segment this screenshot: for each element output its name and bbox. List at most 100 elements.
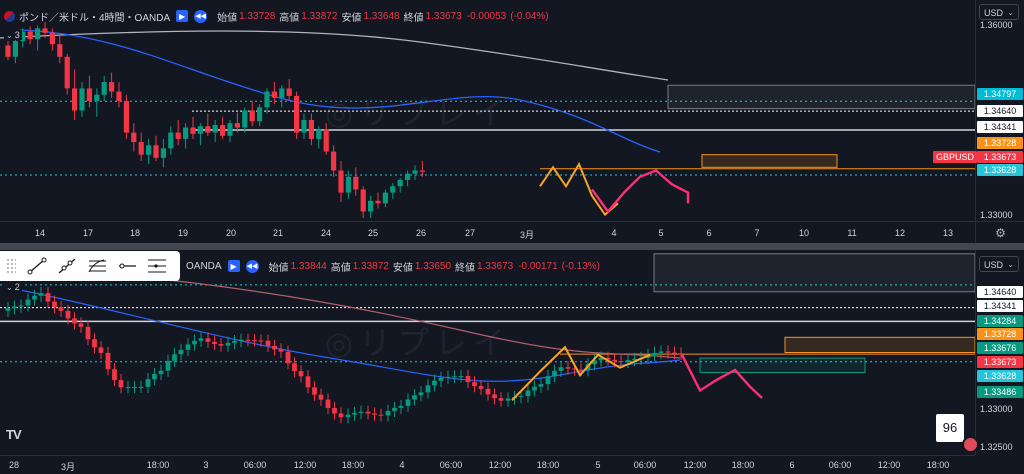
candle-body bbox=[397, 179, 403, 187]
candle-body bbox=[338, 170, 344, 193]
price-tag: 1.33673 bbox=[977, 151, 1023, 163]
candle-body bbox=[175, 132, 181, 139]
time-axis-2[interactable]: 28 3月 18:00 3 06:00 12:00 18:00 4 06:00 12:00 18:0… bbox=[0, 455, 975, 474]
time-tick: 26 bbox=[415, 228, 427, 238]
candle-body bbox=[145, 379, 151, 387]
candle-body bbox=[472, 382, 477, 387]
indicator-count: 3 bbox=[14, 30, 20, 40]
replay-rewind-icon[interactable]: ◀◀ bbox=[245, 259, 259, 273]
candle-body bbox=[158, 370, 164, 375]
candle-body bbox=[38, 293, 44, 296]
candle-body bbox=[385, 410, 391, 416]
symbol-tag: GBPUSD bbox=[933, 151, 978, 163]
time-tick: 18:00 bbox=[731, 460, 755, 470]
time-tick: 5 bbox=[595, 460, 601, 470]
candle-body bbox=[72, 318, 77, 324]
time-tick: 27 bbox=[464, 228, 476, 238]
candle-body bbox=[257, 107, 263, 122]
candle-body bbox=[265, 340, 271, 346]
candle-body bbox=[392, 407, 397, 411]
drawing-toolbar[interactable] bbox=[0, 251, 180, 281]
candle-body bbox=[245, 339, 251, 341]
candle-body bbox=[398, 405, 404, 408]
pane-separator[interactable] bbox=[0, 243, 1024, 250]
currency-label: USD bbox=[984, 8, 1004, 18]
time-tick: 13 bbox=[942, 228, 954, 238]
candle-body bbox=[618, 361, 624, 363]
ma-short-line bbox=[19, 29, 661, 153]
currency-selector[interactable]: USD ⌄ bbox=[979, 256, 1019, 272]
candle-body bbox=[52, 301, 57, 308]
time-tick: 12 bbox=[894, 228, 906, 238]
fib-retracement-icon[interactable] bbox=[82, 254, 112, 278]
plot-area-1[interactable]: ◎リプレイ bbox=[0, 0, 975, 221]
indicator-toggle-1[interactable]: ⌄ 3 bbox=[4, 30, 22, 40]
price-tag: 1.34341 bbox=[977, 121, 1023, 133]
candle-body bbox=[112, 369, 117, 381]
price-tag: 1.33628 bbox=[977, 164, 1023, 176]
candle-body bbox=[12, 41, 18, 57]
candle-body bbox=[92, 339, 97, 348]
time-tick: 18:00 bbox=[536, 460, 560, 470]
indicator-toggle-2[interactable]: ⌄ 2 bbox=[4, 282, 22, 292]
candle-body bbox=[298, 371, 304, 377]
candle-body bbox=[205, 338, 211, 342]
candle-body bbox=[478, 386, 484, 389]
price-tick: 1.36000 bbox=[980, 20, 1013, 31]
candle-body bbox=[538, 384, 544, 387]
time-tick: 5 bbox=[658, 228, 664, 238]
candle-body bbox=[345, 176, 351, 193]
candle-body bbox=[278, 349, 284, 352]
time-tick: 7 bbox=[754, 228, 760, 238]
chart-1-title[interactable]: ポンド／米ドル・4時間・OANDA bbox=[19, 12, 171, 24]
projection-yellow-line bbox=[511, 345, 651, 402]
time-tick: 24 bbox=[320, 228, 332, 238]
currency-selector[interactable]: USD ⌄ bbox=[979, 4, 1019, 20]
time-tick: 28 bbox=[8, 460, 20, 470]
change-value: -0.00053 bbox=[466, 10, 507, 22]
tradingview-logo: TV bbox=[6, 427, 22, 442]
replay-badge[interactable]: 96 bbox=[936, 414, 964, 442]
candle-body bbox=[25, 299, 31, 306]
candle-body bbox=[72, 88, 78, 111]
candle-body bbox=[505, 398, 511, 401]
drag-handle[interactable] bbox=[6, 258, 16, 274]
candle-body bbox=[294, 95, 300, 133]
chevron-down-icon: ⌄ bbox=[6, 283, 13, 292]
ray-icon[interactable] bbox=[52, 254, 82, 278]
candle-body bbox=[518, 396, 524, 398]
time-tick: 25 bbox=[367, 228, 379, 238]
open-label: 始値 bbox=[217, 12, 238, 24]
flag-marker-icon[interactable]: ▶ bbox=[176, 10, 189, 22]
chart-2-title[interactable]: OANDA bbox=[186, 260, 222, 272]
price-axis-1[interactable]: USD ⌄ 1.36000 1.33000 1.34797 1.34640 1.34341… bbox=[975, 0, 1024, 221]
horizontal-ray-icon[interactable] bbox=[112, 254, 142, 278]
indicator-count: 2 bbox=[14, 282, 20, 292]
price-axis-2[interactable]: USD ⌄ 1.33000 1.32500 1.34640 1.34341 1.34284… bbox=[975, 250, 1024, 455]
parallel-lines-icon[interactable] bbox=[142, 254, 172, 278]
change-pct-value: (-0.13%) bbox=[561, 260, 601, 272]
settings-gear-icon[interactable]: ⚙ bbox=[975, 221, 1024, 244]
low-label: 安値 bbox=[392, 262, 413, 274]
candle-body bbox=[12, 306, 17, 309]
chart-pane-1[interactable]: ◎リプレイ ポンド／米ドル・4時間・OANDA ▶ ◀◀ 始値 1.33728 高… bbox=[0, 0, 1024, 221]
candle-body bbox=[405, 173, 411, 180]
candle-body bbox=[271, 91, 277, 98]
price-tag: 1.33486 bbox=[977, 386, 1023, 398]
time-axis-1[interactable]: 14 17 18 19 20 21 24 25 26 27 3月 4 5 6 7 10 11 12 13 bbox=[0, 221, 975, 244]
replay-rewind-icon[interactable]: ◀◀ bbox=[194, 9, 208, 23]
price-tag: 1.33728 bbox=[977, 137, 1023, 149]
range-box bbox=[667, 84, 975, 110]
candle-body bbox=[368, 200, 374, 212]
candle-body bbox=[258, 340, 264, 342]
change-pct-value: (-0.04%) bbox=[510, 10, 549, 22]
avatar[interactable] bbox=[962, 436, 979, 453]
candle-body bbox=[132, 386, 137, 388]
open-value: 1.33728 bbox=[239, 10, 276, 22]
candle-body bbox=[238, 339, 244, 342]
chevron-down-icon: ⌄ bbox=[1007, 8, 1014, 17]
candle-body bbox=[565, 367, 571, 369]
trend-line-icon[interactable] bbox=[22, 254, 52, 278]
flag-marker-icon[interactable]: ▶ bbox=[227, 260, 240, 272]
candle-body bbox=[220, 125, 226, 136]
